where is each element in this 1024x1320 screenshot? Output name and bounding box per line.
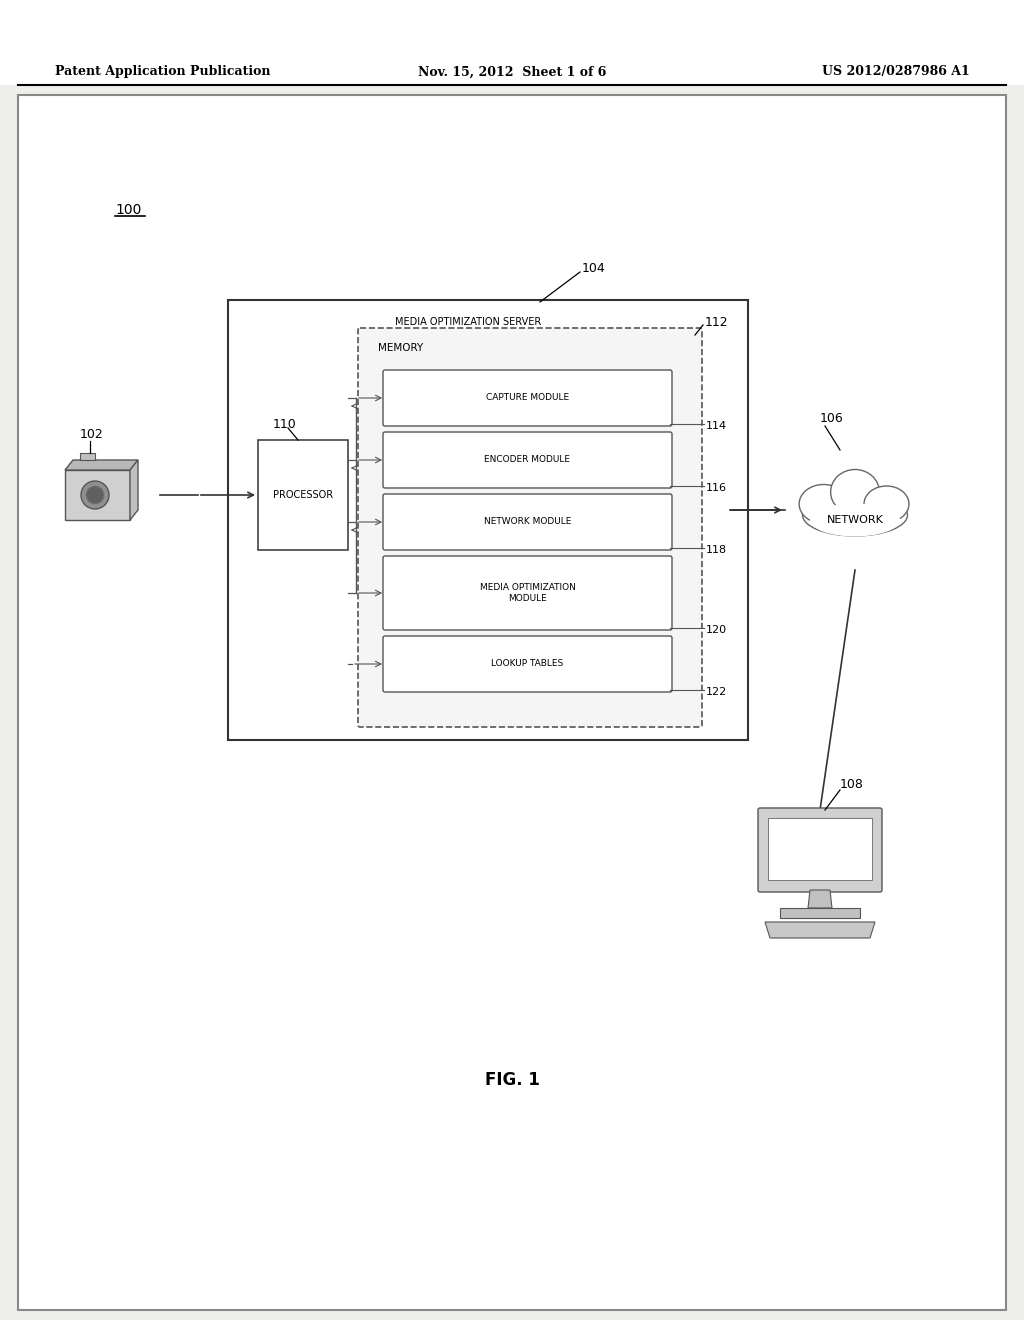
Text: LOOKUP TABLES: LOOKUP TABLES <box>492 660 563 668</box>
Text: 112: 112 <box>705 315 729 329</box>
Text: 120: 120 <box>706 624 727 635</box>
FancyBboxPatch shape <box>383 494 672 550</box>
Polygon shape <box>65 470 130 520</box>
Text: 100: 100 <box>115 203 141 216</box>
Ellipse shape <box>830 470 880 515</box>
Text: NETWORK MODULE: NETWORK MODULE <box>483 517 571 527</box>
Text: 116: 116 <box>706 483 727 492</box>
FancyBboxPatch shape <box>386 639 671 690</box>
Polygon shape <box>65 459 138 470</box>
Text: PROCESSOR: PROCESSOR <box>273 490 333 500</box>
Text: 110: 110 <box>273 418 297 432</box>
Polygon shape <box>80 453 95 459</box>
Text: MEDIA OPTIMIZATION
MODULE: MEDIA OPTIMIZATION MODULE <box>479 583 575 603</box>
Polygon shape <box>808 890 831 908</box>
Bar <box>258 440 348 550</box>
FancyBboxPatch shape <box>383 370 672 426</box>
Ellipse shape <box>803 494 907 536</box>
Text: 122: 122 <box>706 686 727 697</box>
FancyBboxPatch shape <box>383 636 672 692</box>
Text: 118: 118 <box>706 545 727 554</box>
Text: 108: 108 <box>840 779 864 792</box>
FancyBboxPatch shape <box>758 808 882 892</box>
Ellipse shape <box>799 484 848 524</box>
Text: NETWORK: NETWORK <box>826 515 884 525</box>
FancyBboxPatch shape <box>392 645 671 690</box>
Text: FIG. 1: FIG. 1 <box>484 1071 540 1089</box>
Text: ENCODER MODULE: ENCODER MODULE <box>484 455 570 465</box>
FancyBboxPatch shape <box>383 432 672 488</box>
Ellipse shape <box>864 486 909 521</box>
Text: US 2012/0287986 A1: US 2012/0287986 A1 <box>822 66 970 78</box>
FancyBboxPatch shape <box>389 642 671 690</box>
FancyBboxPatch shape <box>383 556 672 630</box>
Text: CAPTURE MODULE: CAPTURE MODULE <box>486 393 569 403</box>
Bar <box>768 818 872 880</box>
Text: 114: 114 <box>706 421 727 432</box>
Text: 106: 106 <box>820 412 844 425</box>
Text: Nov. 15, 2012  Sheet 1 of 6: Nov. 15, 2012 Sheet 1 of 6 <box>418 66 606 78</box>
Bar <box>228 300 748 741</box>
Ellipse shape <box>810 503 900 536</box>
Text: 104: 104 <box>582 261 606 275</box>
Polygon shape <box>780 908 860 917</box>
FancyBboxPatch shape <box>358 327 702 727</box>
Polygon shape <box>765 921 874 939</box>
Text: Patent Application Publication: Patent Application Publication <box>55 66 270 78</box>
Circle shape <box>86 486 104 504</box>
Text: MEDIA OPTIMIZATION SERVER: MEDIA OPTIMIZATION SERVER <box>395 317 541 327</box>
Text: MEMORY: MEMORY <box>378 343 423 352</box>
Circle shape <box>81 480 109 510</box>
Polygon shape <box>130 459 138 520</box>
Text: 102: 102 <box>80 429 103 441</box>
